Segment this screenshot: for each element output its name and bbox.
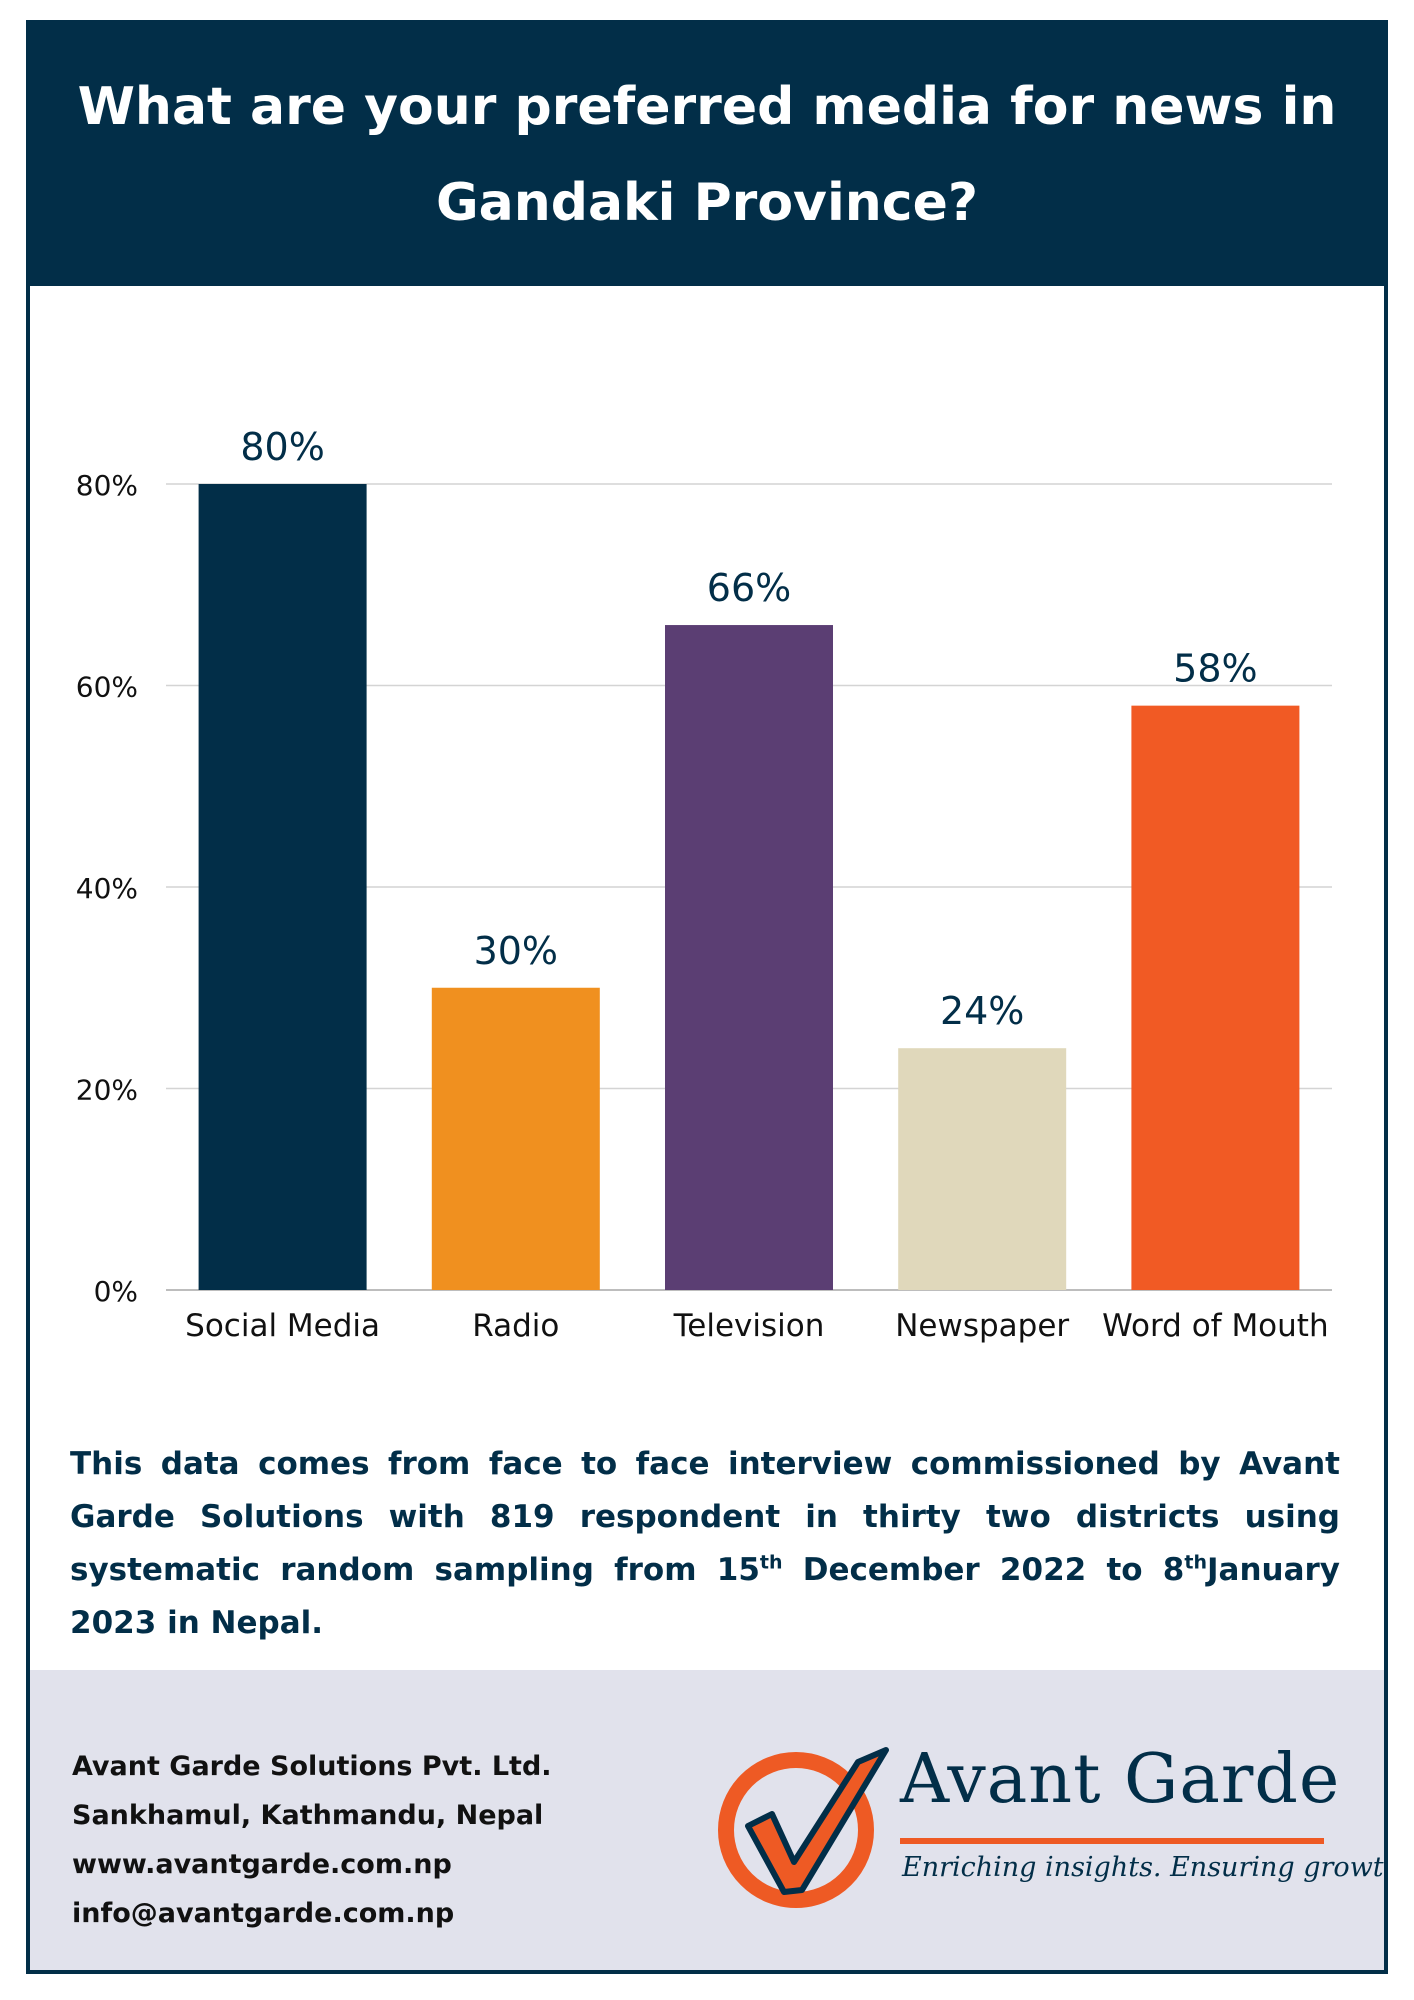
brand-name: Avant Garde <box>900 1740 1341 1819</box>
note-text-3: January 2023 in Nepal. <box>70 1552 1340 1641</box>
bar-chart-svg: 0% 20% 40% 60% 80% 80% Social Media 30% Radio 66%… <box>76 425 1332 1344</box>
website-link[interactable]: www.avantgarde.com.np <box>72 1849 452 1880</box>
company-name: Avant Garde Solutions Pvt. Ltd. <box>72 1751 552 1782</box>
y-tick-label: 0% <box>94 1275 138 1308</box>
page-title: What are your preferred media for news i… <box>77 77 1337 233</box>
bar <box>898 1048 1067 1290</box>
data-label: 58% <box>1173 647 1257 691</box>
check-circle-logo-icon <box>718 1747 889 1908</box>
x-tick-label: Radio <box>472 1308 559 1344</box>
data-label: 30% <box>474 929 558 973</box>
x-tick-label: Newspaper <box>895 1308 1069 1344</box>
email-link[interactable]: info@avantgarde.com.np <box>72 1898 455 1929</box>
y-tick-label: 60% <box>76 671 138 704</box>
bar <box>198 484 367 1290</box>
bar <box>1131 705 1300 1290</box>
x-tick-label: Word of Mouth <box>1102 1308 1328 1344</box>
data-label: 66% <box>707 566 791 610</box>
header-banner: What are your preferred media for news i… <box>30 24 1384 286</box>
methodology-note: This data comes from face to face interv… <box>70 1438 1340 1650</box>
x-tick-label: Television <box>673 1308 825 1344</box>
footer: Avant Garde Solutions Pvt. Ltd. Sankhamu… <box>30 1670 1384 1970</box>
data-label: 24% <box>940 989 1024 1033</box>
note-superscript-1: th <box>759 1551 783 1574</box>
brand-tagline: Enriching insights. Ensuring growth. <box>902 1852 1388 1883</box>
note-text-1: This data comes from face to face interv… <box>70 1446 1340 1588</box>
bar <box>665 625 833 1290</box>
y-tick-label: 40% <box>76 872 138 905</box>
bar <box>431 987 600 1290</box>
contact-block: Avant Garde Solutions Pvt. Ltd. Sankhamu… <box>72 1742 552 1938</box>
note-superscript-2: th <box>1184 1551 1207 1574</box>
y-tick-label: 20% <box>76 1074 138 1107</box>
infographic-frame: What are your preferred media for news i… <box>26 20 1388 1974</box>
brand-underline <box>900 1838 1324 1844</box>
x-tick-label: Social Media <box>185 1308 380 1344</box>
data-label: 80% <box>240 425 324 469</box>
company-address: Sankhamul, Kathmandu, Nepal <box>72 1800 544 1831</box>
note-text-2: December 2022 to 8 <box>782 1552 1185 1588</box>
y-tick-label: 80% <box>76 469 138 502</box>
bar-chart: 0% 20% 40% 60% 80% 80% Social Media 30% Radio 66%… <box>30 286 1384 1376</box>
brand-logo: Avant Garde Enriching insights. Ensuring… <box>710 1740 1384 1940</box>
